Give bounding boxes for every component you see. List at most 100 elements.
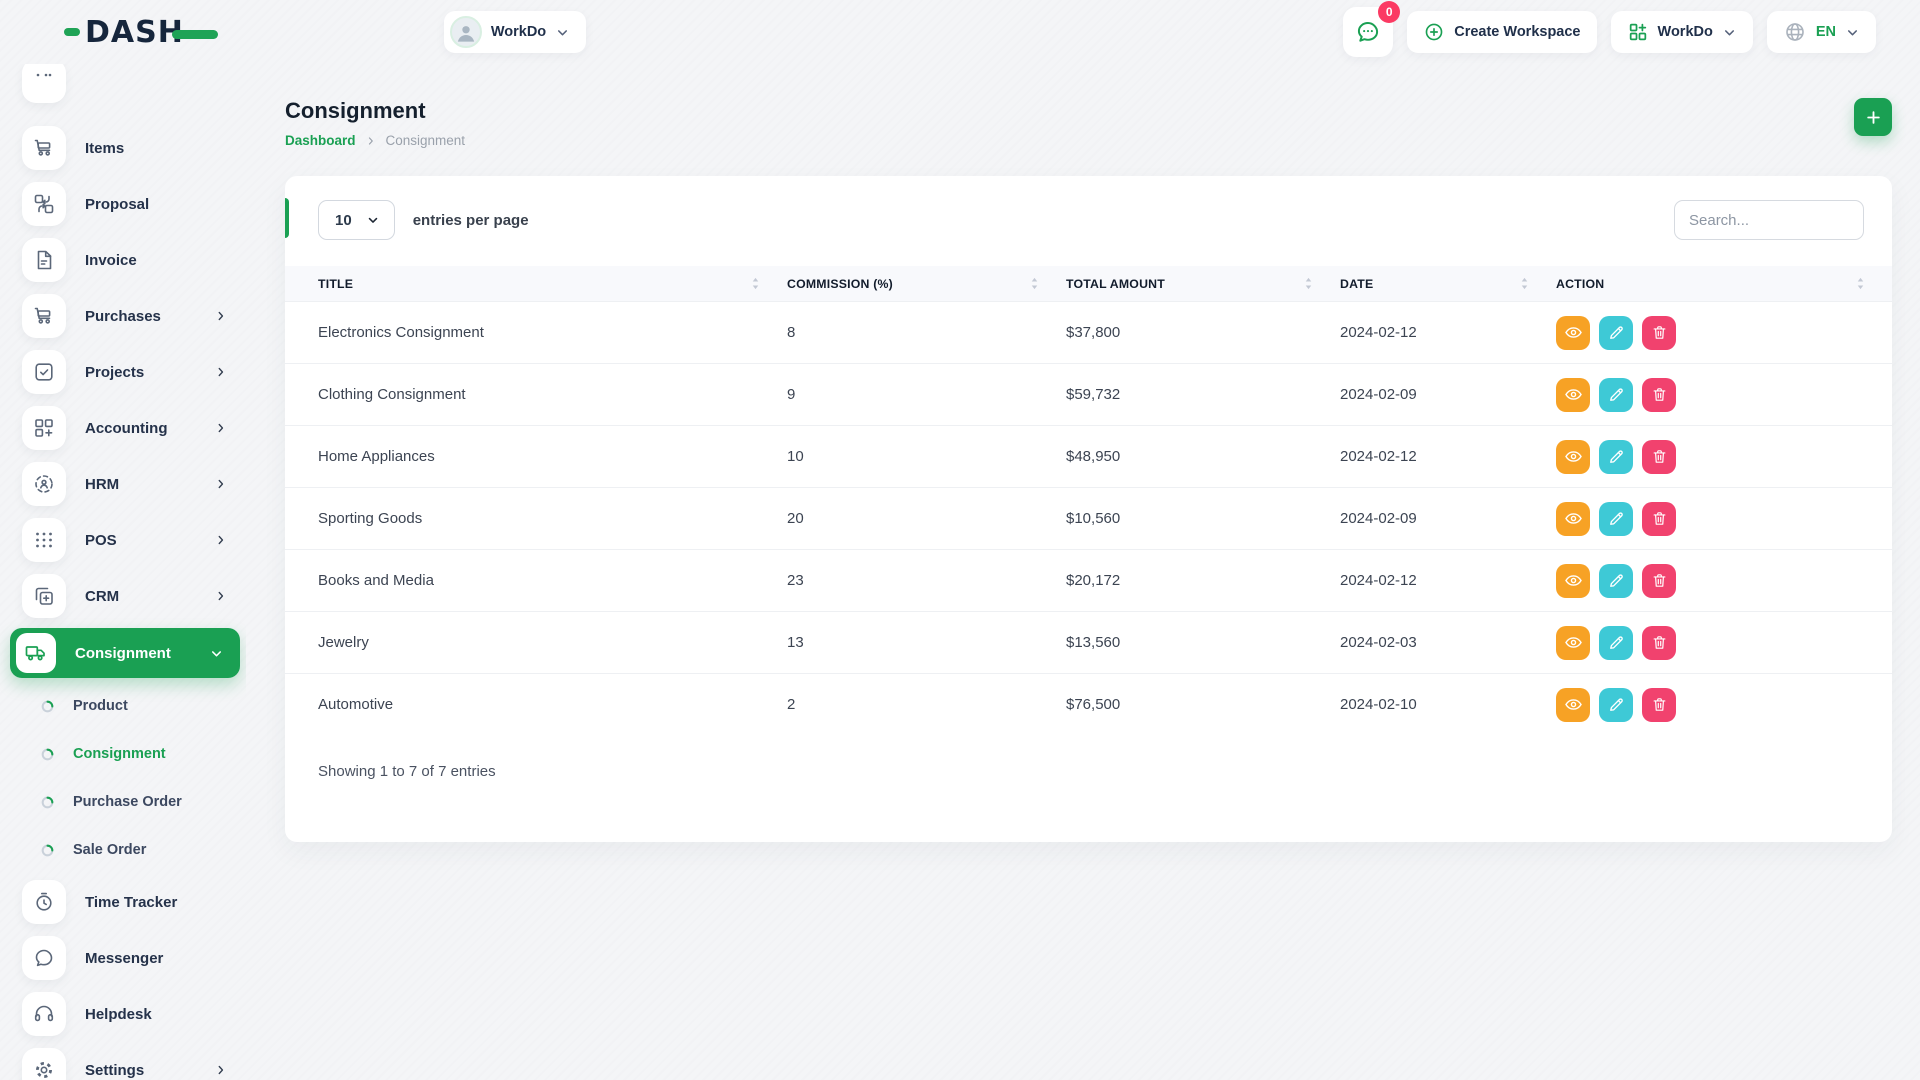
sidebar-item-label: Items: [85, 139, 125, 157]
table-row: Automotive 2 $76,500 2024-02-10: [285, 673, 1892, 735]
delete-button[interactable]: [1642, 315, 1676, 350]
delete-button[interactable]: [1642, 625, 1676, 660]
chat-bubble-icon: [22, 936, 66, 980]
cell-total: $76,500: [1066, 696, 1121, 713]
pencil-icon: [1610, 573, 1623, 587]
breadcrumb: Dashboard Consignment: [285, 133, 465, 148]
edit-button[interactable]: [1599, 563, 1633, 598]
brand-logo-text: DASH: [85, 14, 184, 50]
globe-icon: [1786, 23, 1804, 41]
cell-commission: 9: [787, 386, 796, 403]
cell-title: Electronics Consignment: [318, 324, 484, 341]
cart-icon: [22, 126, 66, 170]
truck-icon: [16, 633, 56, 673]
eye-icon: [1564, 699, 1582, 710]
view-button[interactable]: [1556, 315, 1590, 350]
sidebar-item-time-tracker[interactable]: Time Tracker: [0, 874, 246, 930]
edit-button[interactable]: [1599, 439, 1633, 474]
sidebar-item-label: Time Tracker: [85, 893, 178, 911]
search-input[interactable]: [1674, 200, 1864, 240]
column-header-title[interactable]: Title: [318, 276, 787, 291]
eye-icon: [1564, 389, 1582, 400]
edit-button[interactable]: [1599, 315, 1633, 350]
logo-bar-icon: [171, 29, 218, 39]
company-menu-button[interactable]: WorkDo: [1610, 11, 1753, 53]
sidebar-item-settings[interactable]: Settings: [0, 1042, 246, 1080]
view-button[interactable]: [1556, 377, 1590, 412]
delete-button[interactable]: [1642, 501, 1676, 536]
delete-button[interactable]: [1642, 377, 1676, 412]
view-button[interactable]: [1556, 563, 1590, 598]
sidebar-item-label: Projects: [85, 363, 145, 381]
sidebar-item-projects[interactable]: Projects: [0, 344, 246, 400]
plus-icon: [1866, 110, 1880, 124]
column-header-action[interactable]: Action: [1556, 276, 1892, 291]
eye-icon: [1564, 451, 1582, 462]
sidebar-item-items[interactable]: Items: [0, 120, 246, 176]
sidebar-item-crm[interactable]: CRM: [0, 568, 246, 624]
cell-title: Books and Media: [318, 572, 434, 589]
headphones-icon: [22, 992, 66, 1036]
table-row: Books and Media 23 $20,172 2024-02-12: [285, 549, 1892, 611]
sidebar-item-hrm[interactable]: HRM: [0, 456, 246, 512]
chevron-right-icon: [214, 477, 228, 491]
sidebar-item-helpdesk[interactable]: Helpdesk: [0, 986, 246, 1042]
breadcrumb-dashboard-link[interactable]: Dashboard: [285, 133, 356, 148]
table-row: Jewelry 13 $13,560 2024-02-03: [285, 611, 1892, 673]
sidebar-subitem-sale-order[interactable]: Sale Order: [0, 826, 246, 874]
sidebar-subitem-purchase-order[interactable]: Purchase Order: [0, 778, 246, 826]
messages-button[interactable]: 0: [1343, 1, 1401, 57]
delete-button[interactable]: [1642, 687, 1676, 722]
swap-boxes-icon: [22, 182, 66, 226]
edit-button[interactable]: [1599, 501, 1633, 536]
column-header-total-amount[interactable]: Total Amount: [1066, 276, 1340, 291]
pencil-icon: [1610, 325, 1623, 339]
document-icon: [22, 238, 66, 282]
cell-date: 2024-02-09: [1340, 510, 1417, 527]
view-button[interactable]: [1556, 687, 1590, 722]
delete-button[interactable]: [1642, 563, 1676, 598]
sidebar-item-cropped[interactable]: [0, 64, 246, 120]
chevron-right-icon: [214, 309, 228, 323]
cell-total: $13,560: [1066, 634, 1121, 651]
view-button[interactable]: [1556, 501, 1590, 536]
view-button[interactable]: [1556, 625, 1590, 660]
person-icon: [457, 26, 474, 42]
sidebar-item-invoice[interactable]: Invoice: [0, 232, 246, 288]
cell-title: Home Appliances: [318, 448, 435, 465]
language-selector[interactable]: EN: [1766, 11, 1876, 53]
column-header-commission[interactable]: Commission (%): [787, 276, 1066, 291]
chevron-down-icon: [209, 646, 224, 661]
sidebar-item-proposal[interactable]: Proposal: [0, 176, 246, 232]
entries-per-page-label: entries per page: [412, 211, 529, 229]
workspace-selector[interactable]: WorkDo: [443, 11, 587, 53]
ellipsis-icon: [22, 64, 66, 103]
sidebar-subitem-consignment[interactable]: Consignment: [0, 730, 246, 778]
sidebar-item-accounting[interactable]: Accounting: [0, 400, 246, 456]
column-header-date[interactable]: Date: [1340, 276, 1556, 291]
delete-button[interactable]: [1642, 439, 1676, 474]
sidebar-item-purchases[interactable]: Purchases: [0, 288, 246, 344]
create-workspace-button[interactable]: Create Workspace: [1407, 11, 1597, 53]
edit-button[interactable]: [1599, 625, 1633, 660]
chevron-down-icon: [1722, 25, 1737, 40]
sidebar-item-label: Messenger: [85, 949, 164, 967]
consignment-table-card: 10 entries per page Title Commission (%)…: [285, 176, 1892, 842]
trash-icon: [1653, 574, 1665, 587]
trash-icon: [1653, 450, 1665, 463]
sidebar-item-messenger[interactable]: Messenger: [0, 930, 246, 986]
language-label: EN: [1815, 24, 1836, 40]
cell-total: $10,560: [1066, 510, 1121, 527]
brand-logo[interactable]: DASH: [64, 15, 218, 50]
sidebar-item-label: POS: [85, 531, 117, 549]
sidebar-item-consignment[interactable]: Consignment: [10, 628, 240, 678]
chevron-right-icon: [214, 533, 228, 547]
add-consignment-button[interactable]: [1854, 98, 1892, 136]
view-button[interactable]: [1556, 439, 1590, 474]
edit-button[interactable]: [1599, 687, 1633, 722]
entries-per-page-select[interactable]: 10: [318, 200, 395, 240]
edit-button[interactable]: [1599, 377, 1633, 412]
chevron-down-icon: [1845, 25, 1860, 40]
sidebar-subitem-product[interactable]: Product: [0, 682, 246, 730]
sidebar-item-pos[interactable]: POS: [0, 512, 246, 568]
